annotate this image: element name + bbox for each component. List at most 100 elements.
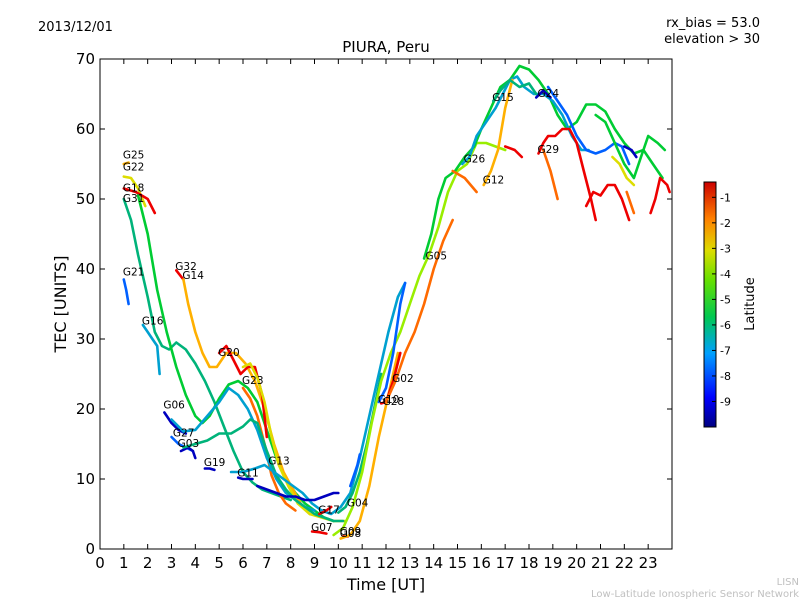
colorbar-tick-label: -6: [720, 319, 731, 332]
x-tick-label: 1: [119, 554, 129, 572]
series-line: [649, 176, 671, 215]
satellite-label: G27: [173, 427, 195, 439]
satellite-label: G17: [318, 504, 340, 516]
x-tick-label: 23: [639, 554, 658, 572]
series-line-g18: [122, 187, 157, 215]
series-line: [625, 190, 636, 215]
series-line-g13: [255, 484, 340, 502]
satellite-label: G20: [218, 347, 240, 359]
series-line-g32: [175, 269, 185, 281]
series-line-g12: [482, 78, 514, 187]
colorbar-ticks: -1 -2 -3 -4 -5 -6 -7 -8 -9: [712, 191, 731, 408]
x-axis: 0 1 2 3 4 5 6 7 8 9 10 11 12 13 14 15 16 17 18 19 20 21 22 23: [95, 59, 658, 572]
y-tick-label: 20: [76, 400, 95, 418]
y-tick-label: 40: [76, 260, 95, 278]
satellite-label: G29: [538, 144, 560, 156]
x-tick-label: 8: [286, 554, 296, 572]
colorbar-tick-label: -2: [720, 217, 731, 230]
series-line-g07: [310, 530, 328, 535]
colorbar-tick-label: -8: [720, 370, 731, 383]
series-line: [182, 418, 345, 523]
satellite-label: G10: [378, 394, 400, 406]
x-tick-label: 0: [95, 554, 105, 572]
series-line-g22: [122, 175, 147, 208]
series-line: [611, 155, 636, 187]
x-tick-label: 3: [167, 554, 177, 572]
series-line: [622, 145, 638, 159]
plot-area: [100, 59, 672, 549]
series-line: [594, 113, 667, 180]
colorbar-tick-label: -1: [720, 191, 731, 204]
y-tick-label: 0: [85, 540, 95, 558]
elevation-label: elevation > 30: [664, 32, 760, 47]
series-line-g29: [537, 127, 598, 222]
satellite-label: G32: [175, 261, 197, 273]
series-line-g15: [491, 78, 538, 103]
x-tick-label: 10: [329, 554, 348, 572]
satellite-label: G28: [383, 396, 405, 408]
colorbar-tick-label: -3: [720, 242, 731, 255]
series-line-g14: [182, 278, 312, 516]
rx-bias-label: rx_bias = 53.0: [666, 16, 760, 31]
series-line-g05: [422, 64, 664, 260]
chart-title: PIURA, Peru: [342, 38, 429, 56]
satellite-label: G08: [340, 528, 362, 540]
x-axis-label: Time [UT]: [346, 575, 425, 594]
satellite-label: G25: [123, 150, 145, 162]
colorbar-tick-label: -9: [720, 395, 731, 408]
y-tick-label: 30: [76, 330, 95, 348]
series-line: [348, 453, 362, 488]
satellite-label: G19: [204, 457, 226, 469]
colorbar-tick-label: -5: [720, 293, 731, 306]
x-tick-label: 20: [567, 554, 586, 572]
y-tick-label: 70: [76, 50, 95, 68]
series-line-g03: [179, 446, 197, 460]
series-line-g11: [236, 476, 254, 481]
y-tick-label: 50: [76, 190, 95, 208]
satellite-label: G21: [123, 266, 145, 278]
satellite-label: G03: [178, 438, 200, 450]
satellite-label: G06: [163, 399, 185, 411]
series-line: [229, 281, 407, 516]
y-tick-label: 60: [76, 120, 95, 138]
satellite-label: G15: [492, 92, 514, 104]
y-tick-label: 10: [76, 470, 95, 488]
x-tick-label: 17: [496, 554, 515, 572]
series-line: [451, 169, 478, 194]
satellite-label: G11: [237, 467, 259, 479]
satellite-label: G26: [464, 154, 486, 166]
x-tick-label: 7: [262, 554, 272, 572]
series-line: [584, 183, 631, 222]
series-line: [503, 145, 524, 159]
x-tick-label: 19: [543, 554, 562, 572]
x-tick-label: 11: [353, 554, 372, 572]
colorbar-tick-label: -7: [720, 344, 731, 357]
series-line-g28: [384, 218, 455, 404]
date-label: 2013/12/01: [38, 20, 113, 35]
satellite-label: G22: [123, 161, 145, 173]
satellite-label: G23: [242, 375, 264, 387]
y-axis: 0 10 20 30 40 50 60 70: [76, 50, 672, 558]
satellite-label: G04: [347, 497, 369, 509]
x-tick-label: 5: [214, 554, 224, 572]
latitude-colorbar: -1 -2 -3 -4 -5 -6 -7 -8 -9 Latitude: [703, 181, 758, 428]
colorbar-tick-label: -4: [720, 268, 731, 281]
x-tick-label: 13: [400, 554, 419, 572]
x-tick-label: 21: [591, 554, 610, 572]
satellite-label: G05: [426, 250, 448, 262]
series-line-g19: [203, 467, 216, 472]
satellite-label: G02: [392, 373, 414, 385]
colorbar-label: Latitude: [743, 277, 758, 331]
series-line-g21: [122, 278, 130, 306]
colorbar-gradient: [703, 181, 717, 428]
x-tick-label: 2: [143, 554, 153, 572]
series-line: [546, 85, 631, 166]
footer-lisn: LISN: [777, 577, 799, 588]
satellite-label: G31: [123, 193, 145, 205]
satellite-label: G14: [182, 270, 204, 282]
series-line-g17: [317, 505, 333, 516]
x-tick-label: 16: [472, 554, 491, 572]
series-line-g02: [377, 281, 407, 404]
